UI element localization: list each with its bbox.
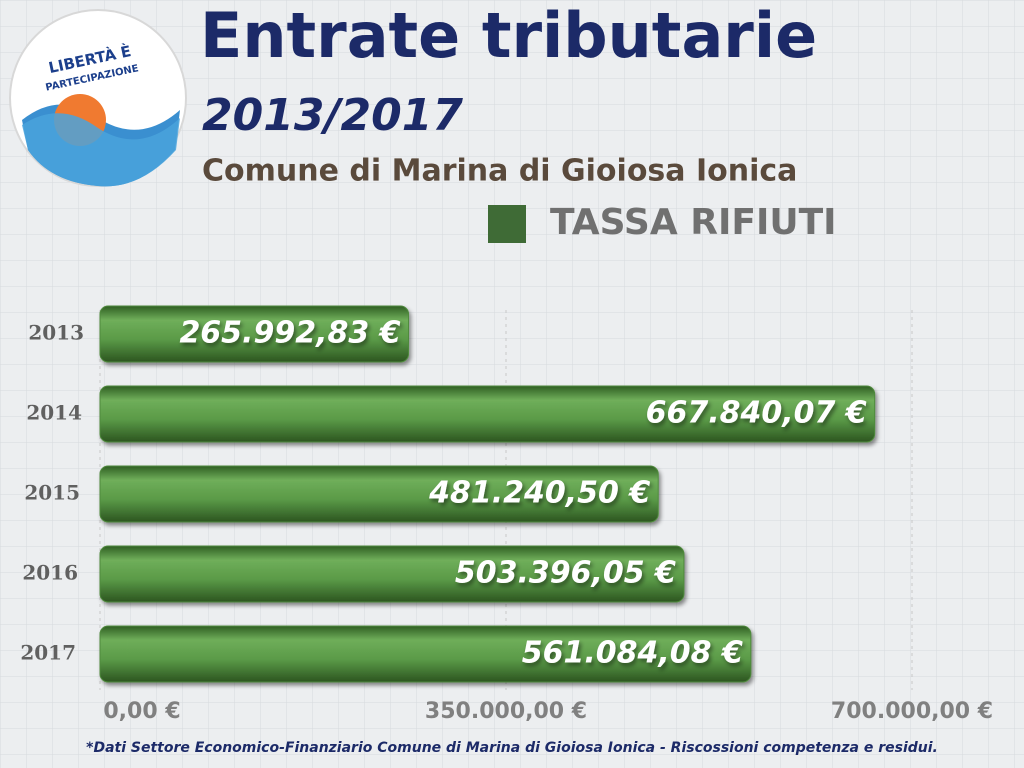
data-label: 265.992,83 €: [179, 316, 400, 351]
x-tick-label: 700.000,00 €: [831, 699, 993, 724]
bar: [99, 625, 752, 683]
chart-title: Entrate tributarie: [200, 0, 817, 72]
y-tick-label: 2014: [26, 401, 82, 425]
bar: [99, 305, 410, 363]
data-label: 481.240,50 €: [428, 476, 650, 511]
y-tick-label: 2015: [24, 481, 80, 505]
subtitle: Comune di Marina di Gioiosa Ionica: [202, 154, 797, 189]
data-label: 667.840,07 €: [646, 396, 867, 431]
x-tick-label: 350.000,00 €: [425, 699, 587, 724]
y-tick-label: 2017: [20, 641, 76, 665]
period: 2013/2017: [202, 90, 463, 141]
logo: LIBERTÀ È PARTECIPAZIONE: [9, 9, 187, 187]
logo-sea: [22, 113, 180, 187]
legend-swatch: [488, 205, 526, 243]
data-label: 503.396,05 €: [455, 556, 676, 591]
y-tick-label: 2013: [28, 321, 84, 345]
y-tick-label: 2016: [22, 561, 78, 585]
legend-label: TASSA RIFIUTI: [550, 202, 837, 243]
x-tick-label: 0,00 €: [103, 699, 180, 724]
bar: [99, 465, 659, 523]
footnote: *Dati Settore Economico-Finanziario Comu…: [86, 740, 938, 756]
bar: [99, 385, 876, 443]
data-label: 561.084,08 €: [522, 636, 743, 671]
bar: [99, 545, 685, 603]
